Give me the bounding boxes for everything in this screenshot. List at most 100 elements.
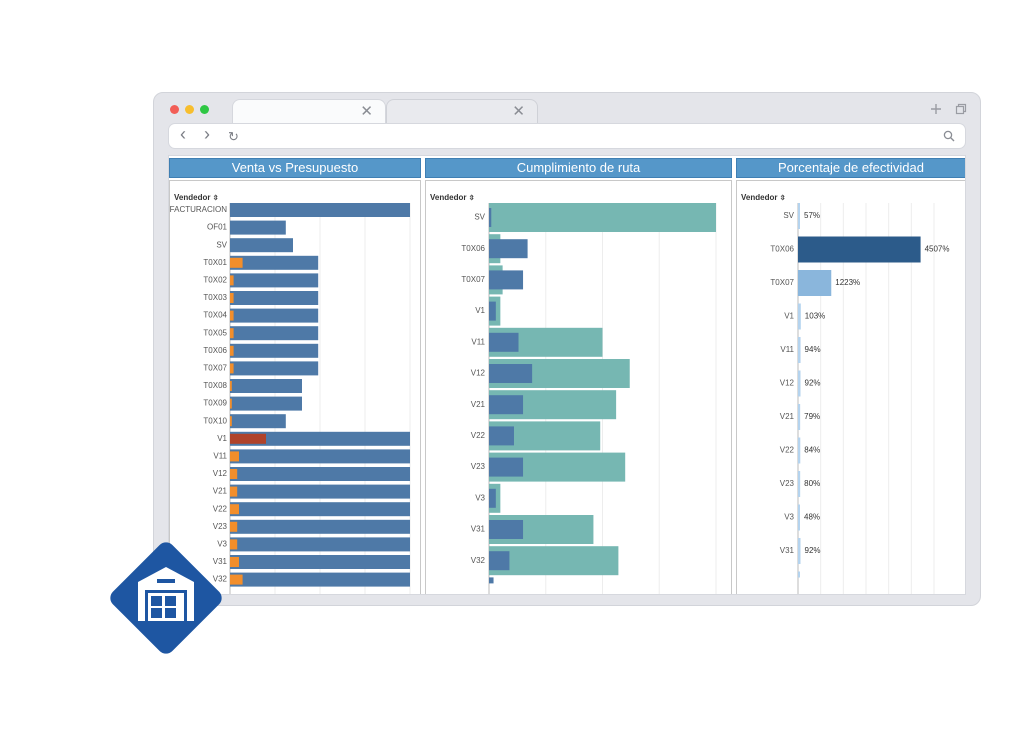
bar-presupuesto <box>230 326 319 341</box>
tick-label: V12 <box>471 369 486 378</box>
warehouse-logo <box>110 542 222 654</box>
tick-label: T0X04 <box>203 311 227 320</box>
tick-label: T0X01 <box>203 258 227 267</box>
bar-visitado <box>489 457 524 477</box>
bar-visitado <box>489 364 533 383</box>
tab-close-icon[interactable]: ✕ <box>512 103 525 120</box>
bar-efectividad <box>798 538 801 564</box>
bar-efectividad <box>798 303 801 330</box>
dimension-label: Vendedor ⇳ <box>174 193 219 202</box>
tick-label: T0X05 <box>203 328 227 337</box>
tick-label: V22 <box>780 446 795 455</box>
bar-venta <box>230 451 239 462</box>
back-icon[interactable]: ‹ <box>180 124 186 144</box>
tick-label: V3 <box>475 493 485 502</box>
tick-label: V21 <box>780 412 795 421</box>
tick-label: V22 <box>213 504 228 513</box>
bar-efectividad <box>798 337 801 363</box>
bar-visitado <box>489 395 524 415</box>
bar-venta <box>230 345 234 356</box>
bar-presupuesto <box>230 203 410 217</box>
bar-presupuesto <box>230 431 410 446</box>
data-label: 92% <box>805 546 821 555</box>
tick-label: OF01 <box>207 223 228 232</box>
tick-label: V31 <box>213 557 228 566</box>
bar-venta <box>230 486 238 497</box>
bar-visitado <box>489 488 496 508</box>
panel-title: Porcentaje de efectividad <box>736 158 965 178</box>
browser-tab-inactive[interactable]: ✕ <box>386 99 538 125</box>
tick-label: SV <box>216 240 227 249</box>
bar-venta <box>230 275 234 286</box>
tick-label: T0X10 <box>203 416 227 425</box>
minimize-window-dot[interactable] <box>185 105 194 114</box>
chart-efectividad: SV 57% T0X06 4507% T0X07 1223% V1 103% V11 94% V12… <box>770 203 950 594</box>
data-label: 92% <box>805 379 821 388</box>
bar-presupuesto <box>230 414 286 429</box>
bar-visitado <box>489 577 494 584</box>
tick-label: FACTURACION <box>170 205 227 214</box>
reload-icon[interactable]: ↻ <box>228 129 239 144</box>
bar-visitado <box>489 208 492 227</box>
browser-window: ✕ ✕ ‹ › ↻ Venta vs Presupuesto Vendedor … <box>153 92 981 606</box>
bar-presupuesto <box>230 238 293 253</box>
bar-venta <box>230 381 232 391</box>
tick-label: T0X07 <box>203 364 227 373</box>
bar-venta <box>230 398 232 409</box>
address-bar[interactable]: ‹ › ↻ <box>168 123 966 149</box>
search-icon[interactable] <box>943 130 955 142</box>
restore-window-icon[interactable] <box>955 103 967 115</box>
data-label: 4507% <box>925 245 950 254</box>
panel-title: Cumplimiento de ruta <box>425 158 732 178</box>
tab-close-icon[interactable]: ✕ <box>360 103 373 120</box>
tick-label: T0X06 <box>203 346 227 355</box>
bar-venta <box>230 469 238 479</box>
forward-icon[interactable]: › <box>204 124 210 144</box>
bar-presupuesto <box>230 396 302 411</box>
bar-presupuesto <box>230 519 410 534</box>
bar-visitado <box>489 426 514 446</box>
panel-body: Vendedor ⇳ SV 57% T0X06 4507% T0X07 1223% V1 10… <box>736 180 965 594</box>
dimension-label: Vendedor ⇳ <box>741 193 786 202</box>
tick-label: SV <box>474 213 485 222</box>
tick-label: V12 <box>213 469 228 478</box>
tick-label: V1 <box>784 312 794 321</box>
chart-venta: FACTURACION OF01 SV T0X01 T0X02 T0X03 T0X04 T0X… <box>170 203 411 594</box>
bar-venta <box>230 363 234 374</box>
bar-efectividad <box>798 370 801 397</box>
bar-efectividad <box>798 203 800 229</box>
tick-label: SV <box>783 211 794 220</box>
tick-label: T0X07 <box>770 278 794 287</box>
dimension-label: Vendedor ⇳ <box>430 193 475 202</box>
tick-label: V32 <box>471 556 486 565</box>
bar-planificado <box>489 203 716 232</box>
bar-venta <box>230 574 243 585</box>
browser-tab-active[interactable]: ✕ <box>232 99 386 125</box>
bar-presupuesto <box>230 273 319 288</box>
bar-visitado <box>489 551 510 571</box>
tick-label: V32 <box>213 575 228 584</box>
new-tab-icon[interactable] <box>930 103 942 115</box>
tick-label: V31 <box>471 525 486 534</box>
bar-presupuesto <box>230 308 319 323</box>
bar-presupuesto <box>230 572 410 587</box>
close-window-dot[interactable] <box>170 105 179 114</box>
tick-label: V23 <box>471 462 486 471</box>
data-label: 84% <box>804 446 820 455</box>
tick-label: V1 <box>217 434 227 443</box>
bar-presupuesto <box>230 379 302 393</box>
bar-venta <box>230 504 239 515</box>
data-label: 57% <box>804 211 820 220</box>
bar-presupuesto <box>230 484 410 499</box>
bar-visitado <box>489 332 519 352</box>
data-label: 1223% <box>835 278 860 287</box>
maximize-window-dot[interactable] <box>200 105 209 114</box>
bar-presupuesto <box>230 502 410 517</box>
panel-body: Vendedor ⇳ FACTURACION OF01 SV T0X01 T0X02 T0… <box>169 180 421 594</box>
tick-label: V11 <box>213 452 227 461</box>
tick-label: V23 <box>780 479 795 488</box>
tick-label: V12 <box>780 379 795 388</box>
bar-efectividad <box>798 437 801 464</box>
bar-efectividad <box>798 571 800 578</box>
bar-presupuesto <box>230 467 410 481</box>
